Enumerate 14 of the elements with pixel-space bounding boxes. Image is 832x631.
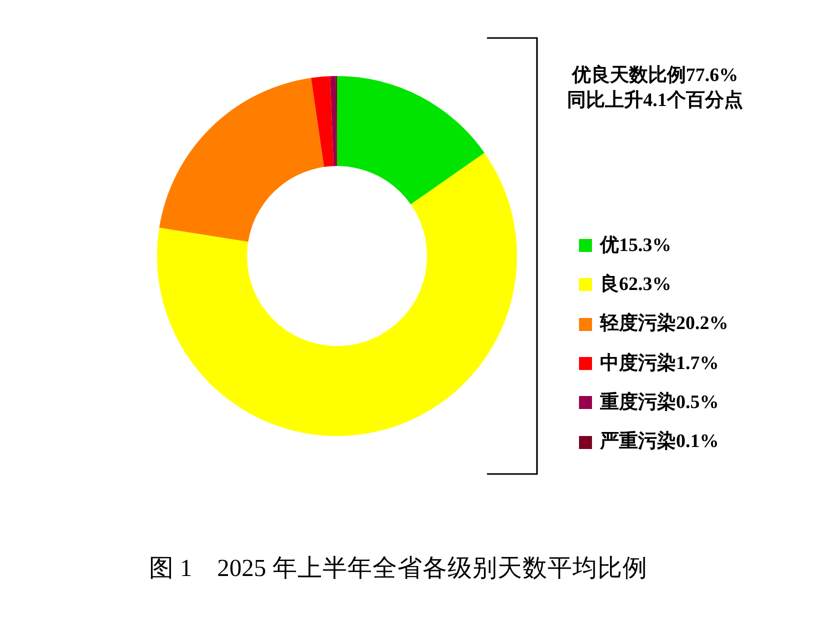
legend-label: 优15.3% — [600, 234, 672, 257]
donut-slice — [337, 76, 484, 204]
text: 同比上升4.1个百分点 — [566, 88, 744, 113]
legend-label: 重度污染0.5% — [600, 392, 719, 414]
legend-label: 中度污染1.7% — [600, 352, 719, 375]
text: 优良天数比例77.6% — [570, 64, 740, 88]
legend-label: 严重污染0.1% — [600, 431, 719, 454]
legend-label: 轻度污染20.2% — [600, 313, 728, 336]
donut-slice — [330, 76, 336, 166]
donut-slice — [157, 152, 517, 436]
donut-slice — [311, 76, 334, 167]
donut-slice — [159, 78, 324, 242]
legend-label: 良62.3% — [600, 274, 672, 296]
text: 图 1 2025 年上半年全省各级别天数平均比例 — [148, 554, 648, 584]
